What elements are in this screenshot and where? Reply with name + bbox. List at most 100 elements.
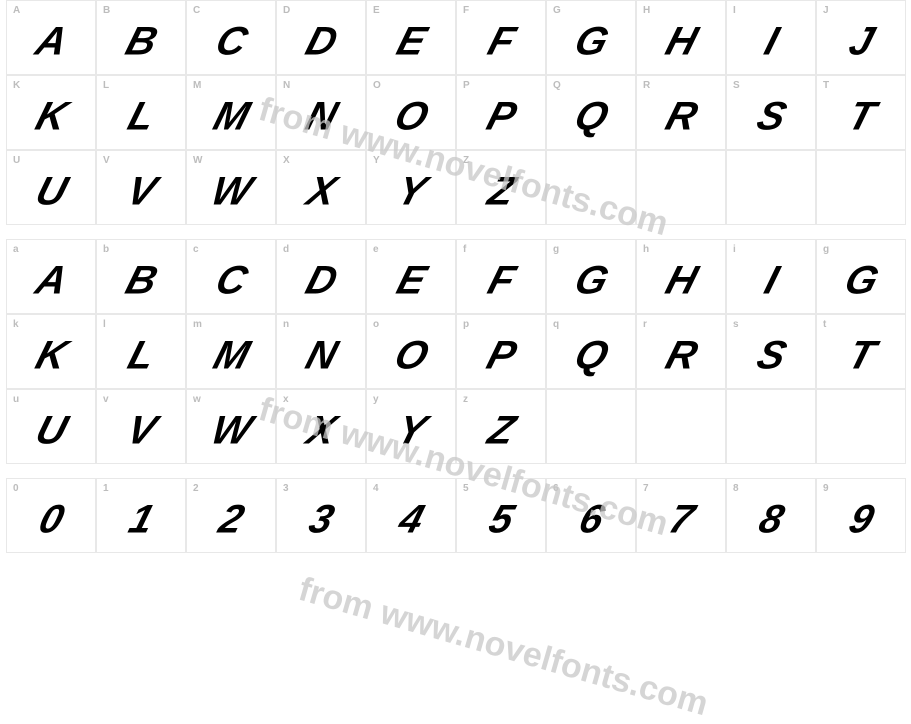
glyph-cell: rR — [636, 314, 726, 389]
glyph-cell: kK — [6, 314, 96, 389]
watermark-text: from www.novelfonts.com — [294, 570, 712, 724]
cell-label: l — [103, 319, 106, 330]
cell-glyph: 8 — [754, 497, 788, 542]
cell-glyph: 9 — [844, 497, 878, 542]
glyph-cell: lL — [96, 314, 186, 389]
cell-label: d — [283, 244, 289, 255]
cell-label: t — [823, 319, 826, 330]
cell-glyph: V — [122, 169, 161, 214]
glyph-cell: YY — [366, 150, 456, 225]
cell-label: 1 — [103, 483, 109, 494]
glyph-cell: MM — [186, 75, 276, 150]
cell-glyph: Y — [392, 408, 431, 453]
cell-label: I — [733, 5, 736, 16]
glyph-cell: bB — [96, 239, 186, 314]
cell-glyph: 7 — [664, 497, 698, 542]
cell-label: k — [13, 319, 19, 330]
cell-label: 9 — [823, 483, 829, 494]
glyph-cell: uU — [6, 389, 96, 464]
glyph-cell: 88 — [726, 478, 816, 553]
glyph-cell: xX — [276, 389, 366, 464]
cell-label: S — [733, 80, 740, 91]
cell-glyph: O — [389, 333, 432, 378]
glyph-cell: 66 — [546, 478, 636, 553]
cell-glyph: Z — [483, 169, 519, 214]
cell-glyph: G — [569, 19, 612, 64]
section-gap — [0, 225, 911, 239]
cell-label: f — [463, 244, 466, 255]
glyph-cell — [636, 150, 726, 225]
glyph-cell: fF — [456, 239, 546, 314]
cell-label: J — [823, 5, 829, 16]
cell-label: c — [193, 244, 199, 255]
glyph-cell: sS — [726, 314, 816, 389]
glyph-cell: EE — [366, 0, 456, 75]
cell-glyph: 6 — [574, 497, 608, 542]
cell-glyph: C — [211, 258, 252, 303]
glyph-cell: zZ — [456, 389, 546, 464]
glyph-cell: vV — [96, 389, 186, 464]
glyph-cell: CC — [186, 0, 276, 75]
glyph-cell: 22 — [186, 478, 276, 553]
cell-label: F — [463, 5, 469, 16]
glyph-cell: WW — [186, 150, 276, 225]
cell-glyph: Q — [569, 94, 612, 139]
glyph-cell: DD — [276, 0, 366, 75]
cell-glyph: T — [843, 94, 879, 139]
glyph-cell: 00 — [6, 478, 96, 553]
cell-glyph: P — [482, 94, 521, 139]
glyph-cell: SS — [726, 75, 816, 150]
cell-glyph: F — [483, 19, 519, 64]
cell-label: T — [823, 80, 829, 91]
cell-glyph: S — [752, 94, 791, 139]
cell-label: r — [643, 319, 647, 330]
cell-glyph: 1 — [124, 497, 158, 542]
cell-label: Z — [463, 155, 469, 166]
glyph-cell: UU — [6, 150, 96, 225]
cell-glyph: A — [31, 19, 72, 64]
glyph-cell: oO — [366, 314, 456, 389]
cell-glyph: E — [392, 258, 431, 303]
cell-label: 5 — [463, 483, 469, 494]
cell-glyph: O — [389, 94, 432, 139]
glyph-cell: mM — [186, 314, 276, 389]
glyph-cell: qQ — [546, 314, 636, 389]
glyph-cell: PP — [456, 75, 546, 150]
cell-label: y — [373, 394, 379, 405]
cell-label: 8 — [733, 483, 739, 494]
glyph-cell — [816, 389, 906, 464]
cell-label: L — [103, 80, 109, 91]
cell-glyph: G — [569, 258, 612, 303]
glyph-cell: ZZ — [456, 150, 546, 225]
cell-label: H — [643, 5, 650, 16]
cell-label: 6 — [553, 483, 559, 494]
cell-glyph: V — [122, 408, 161, 453]
cell-label: a — [13, 244, 19, 255]
glyph-cell: 11 — [96, 478, 186, 553]
cell-glyph: B — [121, 258, 162, 303]
cell-label: n — [283, 319, 289, 330]
cell-glyph: D — [301, 258, 342, 303]
glyph-cell: iI — [726, 239, 816, 314]
cell-glyph: U — [31, 408, 72, 453]
glyph-cell: aA — [6, 239, 96, 314]
cell-label: o — [373, 319, 379, 330]
cell-label: s — [733, 319, 739, 330]
cell-label: G — [553, 5, 561, 16]
cell-glyph: 5 — [484, 497, 518, 542]
glyph-cell: BB — [96, 0, 186, 75]
cell-label: X — [283, 155, 290, 166]
cell-glyph: K — [31, 333, 72, 378]
cell-glyph: A — [31, 258, 72, 303]
cell-label: M — [193, 80, 201, 91]
glyph-cell: 99 — [816, 478, 906, 553]
cell-glyph: 3 — [304, 497, 338, 542]
cell-label: b — [103, 244, 109, 255]
cell-label: W — [193, 155, 202, 166]
glyph-cell: yY — [366, 389, 456, 464]
cell-label: h — [643, 244, 649, 255]
cell-glyph: 2 — [214, 497, 248, 542]
glyph-cell — [816, 150, 906, 225]
cell-glyph: P — [482, 333, 521, 378]
cell-label: x — [283, 394, 289, 405]
